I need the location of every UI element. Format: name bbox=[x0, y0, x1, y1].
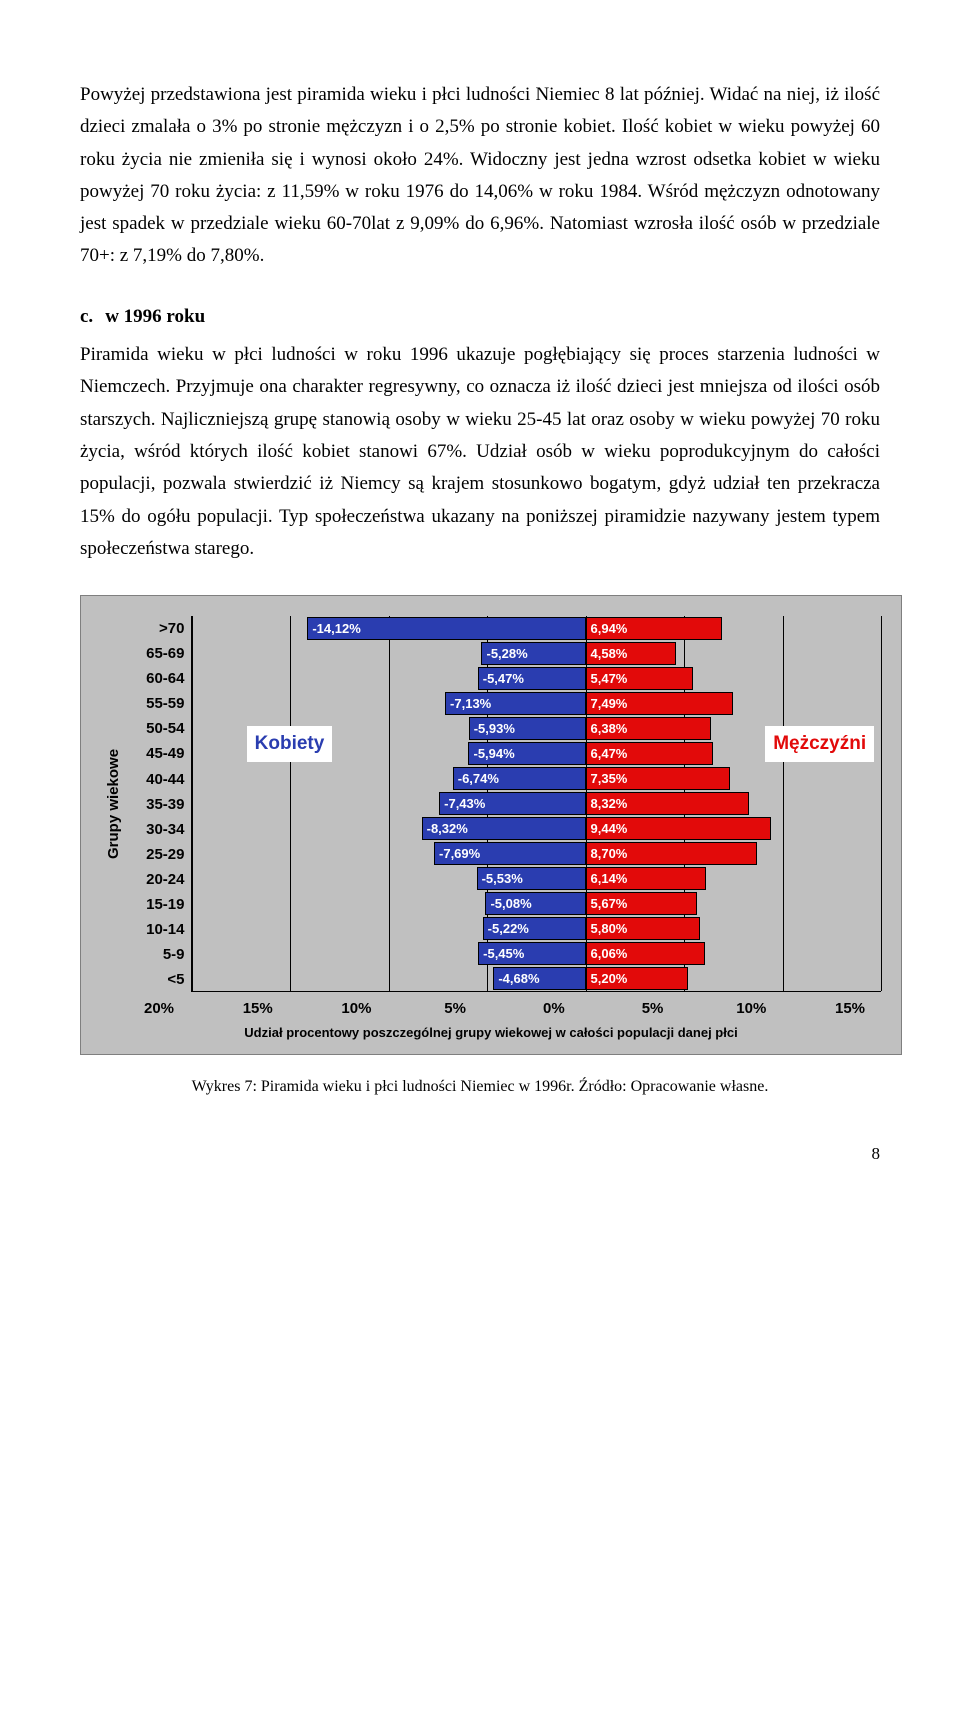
x-tick-label: 5% bbox=[642, 996, 664, 1022]
pyramid-row: -8,32%9,44% bbox=[192, 816, 882, 841]
category-label: 10-14 bbox=[133, 917, 185, 942]
bar-women: -5,45% bbox=[478, 942, 585, 965]
bar-women: -6,74% bbox=[453, 767, 586, 790]
gridline bbox=[881, 616, 882, 991]
pyramid-row: -5,45%6,06% bbox=[192, 941, 882, 966]
pyramid-row: -6,74%7,35% bbox=[192, 766, 882, 791]
category-label: 20-24 bbox=[133, 867, 185, 892]
bar-women: -4,68% bbox=[493, 967, 585, 990]
series-label-men: Mężczyźni bbox=[765, 726, 874, 762]
bar-men: 6,38% bbox=[586, 717, 712, 740]
bar-women: -7,43% bbox=[439, 792, 585, 815]
pyramid-row: -14,12%6,94% bbox=[192, 616, 882, 641]
series-label-women: Kobiety bbox=[247, 726, 333, 762]
category-label: 45-49 bbox=[133, 741, 185, 766]
x-axis-title: Udział procentowy poszczególnej grupy wi… bbox=[101, 1022, 881, 1044]
x-axis-ticks: 20%15%10%5%0%5%10%15% bbox=[159, 996, 850, 1016]
bar-women: -5,93% bbox=[469, 717, 586, 740]
x-tick-label: 10% bbox=[341, 996, 371, 1022]
category-label: >70 bbox=[133, 616, 185, 641]
bar-men: 7,49% bbox=[586, 692, 734, 715]
page-number: 8 bbox=[80, 1140, 880, 1169]
bar-men: 5,80% bbox=[586, 917, 700, 940]
pyramid-row: -7,13%7,49% bbox=[192, 691, 882, 716]
bar-women: -7,13% bbox=[445, 692, 585, 715]
category-label: 55-59 bbox=[133, 691, 185, 716]
bar-women: -14,12% bbox=[307, 617, 585, 640]
bar-women: -8,32% bbox=[422, 817, 586, 840]
section-c-heading: c. w 1996 roku bbox=[80, 301, 880, 333]
section-title: w 1996 roku bbox=[105, 306, 205, 327]
section-marker: c. bbox=[80, 306, 93, 327]
pyramid-row: -5,22%5,80% bbox=[192, 916, 882, 941]
bar-women: -5,53% bbox=[477, 867, 586, 890]
pyramid-row: -5,28%4,58% bbox=[192, 641, 882, 666]
bar-men: 6,94% bbox=[586, 617, 723, 640]
category-label: 25-29 bbox=[133, 842, 185, 867]
x-tick-label: 5% bbox=[444, 996, 466, 1022]
category-label: 35-39 bbox=[133, 792, 185, 817]
category-label: 50-54 bbox=[133, 716, 185, 741]
chart-caption: Wykres 7: Piramida wieku i płci ludności… bbox=[80, 1073, 880, 1100]
pyramid-row: -7,43%8,32% bbox=[192, 791, 882, 816]
bar-men: 5,47% bbox=[586, 667, 694, 690]
bar-women: -7,69% bbox=[434, 842, 585, 865]
pyramid-row: -5,08%5,67% bbox=[192, 891, 882, 916]
category-label: <5 bbox=[133, 967, 185, 992]
category-label: 15-19 bbox=[133, 892, 185, 917]
bar-men: 8,32% bbox=[586, 792, 750, 815]
bar-men: 7,35% bbox=[586, 767, 731, 790]
population-pyramid-chart: Grupy wiekowe >7065-6960-6455-5950-5445-… bbox=[80, 595, 902, 1055]
bar-men: 4,58% bbox=[586, 642, 676, 665]
paragraph-1: Powyżej przedstawiona jest piramida wiek… bbox=[80, 79, 880, 273]
x-tick-label: 15% bbox=[835, 996, 865, 1022]
bar-men: 6,14% bbox=[586, 867, 707, 890]
bar-women: -5,28% bbox=[481, 642, 585, 665]
bar-women: -5,22% bbox=[483, 917, 586, 940]
pyramid-row: -5,47%5,47% bbox=[192, 666, 882, 691]
category-label: 40-44 bbox=[133, 767, 185, 792]
category-label: 65-69 bbox=[133, 641, 185, 666]
x-tick-label: 10% bbox=[736, 996, 766, 1022]
bar-women: -5,08% bbox=[485, 892, 585, 915]
x-tick-label: 20% bbox=[144, 996, 174, 1022]
bar-men: 5,67% bbox=[586, 892, 698, 915]
bar-men: 6,06% bbox=[586, 942, 705, 965]
plot-area: Grupy wiekowe >7065-6960-6455-5950-5445-… bbox=[101, 616, 881, 992]
category-label: 30-34 bbox=[133, 817, 185, 842]
pyramid-row: -7,69%8,70% bbox=[192, 841, 882, 866]
bar-women: -5,94% bbox=[468, 742, 585, 765]
category-label: 5-9 bbox=[133, 942, 185, 967]
bar-women: -5,47% bbox=[478, 667, 586, 690]
bar-men: 9,44% bbox=[586, 817, 772, 840]
bar-men: 6,47% bbox=[586, 742, 713, 765]
pyramid-row: -5,53%6,14% bbox=[192, 866, 882, 891]
bar-men: 5,20% bbox=[586, 967, 688, 990]
y-axis-title: Grupy wiekowe bbox=[101, 616, 127, 992]
category-label: 60-64 bbox=[133, 666, 185, 691]
x-tick-label: 15% bbox=[243, 996, 273, 1022]
bar-men: 8,70% bbox=[586, 842, 757, 865]
pyramid-row: -4,68%5,20% bbox=[192, 966, 882, 991]
y-axis-categories: >7065-6960-6455-5950-5445-4940-4435-3930… bbox=[133, 616, 191, 992]
section-c-body: Piramida wieku w płci ludności w roku 19… bbox=[80, 339, 880, 565]
x-tick-label: 0% bbox=[543, 996, 565, 1022]
plot: Kobiety Mężczyźni -14,12%6,94%-5,28%4,58… bbox=[191, 616, 882, 992]
